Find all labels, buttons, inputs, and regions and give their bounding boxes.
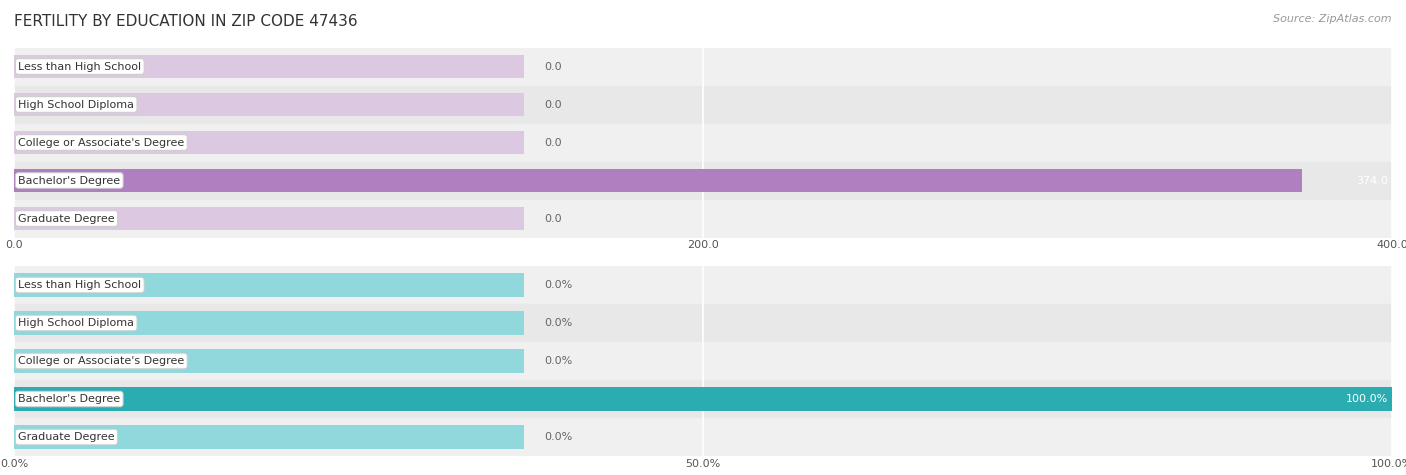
Text: Less than High School: Less than High School [18, 280, 142, 290]
Bar [14, 387, 1392, 411]
Text: 374.0: 374.0 [1355, 175, 1388, 186]
Text: 0.0%: 0.0% [544, 280, 572, 290]
Text: High School Diploma: High School Diploma [18, 99, 134, 110]
Text: 100.0%: 100.0% [1346, 394, 1388, 404]
Bar [14, 124, 1392, 162]
Bar [14, 55, 524, 78]
Bar [14, 425, 524, 449]
Bar [14, 418, 1392, 456]
Text: 0.0%: 0.0% [544, 318, 572, 328]
Bar [14, 342, 1392, 380]
Bar [14, 162, 1392, 199]
Bar [14, 349, 524, 373]
Bar [14, 273, 524, 297]
Bar [14, 200, 1392, 238]
Bar [14, 304, 1392, 342]
Text: Graduate Degree: Graduate Degree [18, 432, 115, 442]
Text: 0.0: 0.0 [544, 213, 562, 224]
Text: Source: ZipAtlas.com: Source: ZipAtlas.com [1274, 14, 1392, 24]
Bar [14, 266, 1392, 304]
Bar [14, 131, 524, 154]
Text: 0.0%: 0.0% [544, 432, 572, 442]
Text: Graduate Degree: Graduate Degree [18, 213, 115, 224]
Text: 0.0: 0.0 [544, 61, 562, 72]
Text: FERTILITY BY EDUCATION IN ZIP CODE 47436: FERTILITY BY EDUCATION IN ZIP CODE 47436 [14, 14, 357, 29]
Bar [14, 93, 524, 116]
Text: 0.0%: 0.0% [544, 356, 572, 366]
Bar [14, 86, 1392, 124]
Text: High School Diploma: High School Diploma [18, 318, 134, 328]
Bar [14, 169, 1302, 192]
Text: 0.0: 0.0 [544, 137, 562, 148]
Bar [14, 207, 524, 230]
Bar [14, 311, 524, 335]
Bar [14, 380, 1392, 418]
Text: Bachelor's Degree: Bachelor's Degree [18, 175, 121, 186]
Text: Bachelor's Degree: Bachelor's Degree [18, 394, 121, 404]
Text: College or Associate's Degree: College or Associate's Degree [18, 137, 184, 148]
Text: Less than High School: Less than High School [18, 61, 142, 72]
Text: College or Associate's Degree: College or Associate's Degree [18, 356, 184, 366]
Bar [14, 48, 1392, 86]
Text: 0.0: 0.0 [544, 99, 562, 110]
